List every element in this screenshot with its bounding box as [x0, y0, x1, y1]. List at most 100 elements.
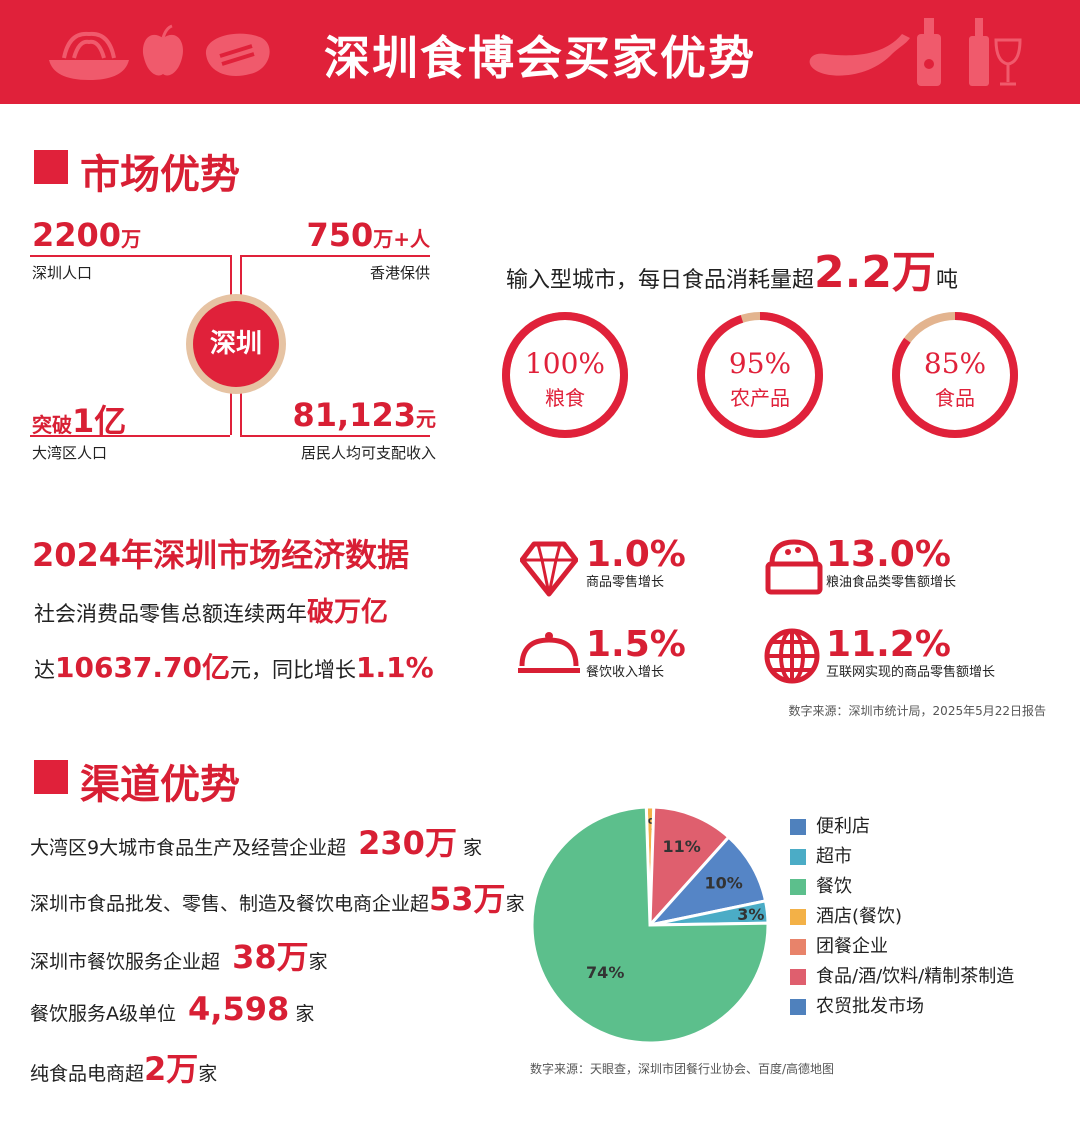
legend-label: 农贸批发市场 — [816, 996, 924, 1017]
cloche-icon — [518, 632, 580, 673]
divider — [240, 255, 430, 257]
channel-row-value: 230万 — [358, 824, 457, 862]
economy-line1-text: 社会消费品零售总额连续两年 — [34, 602, 307, 626]
economy-line2-pre: 达 — [34, 658, 55, 682]
section-title-channel: 渠道优势 — [80, 762, 240, 808]
retail-growth-value: 1.1% — [356, 651, 434, 684]
pie-slice — [530, 805, 770, 1045]
retail-total-value: 10637.70亿 — [55, 651, 231, 684]
divider — [240, 255, 242, 305]
legend-swatch — [790, 909, 806, 925]
stat-grain-growth: 13.0% 粮油食品类零售额增长 — [826, 534, 956, 590]
legend-item: 餐饮 — [790, 872, 1014, 902]
legend-item: 团餐企业 — [790, 932, 1014, 962]
divider — [230, 385, 232, 435]
import-text: 输入型城市，每日食品消耗量超 — [506, 268, 815, 293]
channel-row-value: 4,598 — [188, 990, 290, 1028]
ring-label: 食品 — [935, 386, 975, 410]
channel-row: 深圳市食品批发、零售、制造及餐饮电商企业超53万家 — [30, 874, 525, 920]
legend-label: 团餐企业 — [816, 936, 888, 957]
bay-label: 大湾区人口 — [32, 444, 108, 462]
ring-progress — [892, 312, 1018, 438]
divider — [240, 435, 430, 437]
channel-row: 餐饮服务A级单位 4,598 家 — [30, 990, 314, 1028]
stat-retail-growth: 1.0% 商品零售增长 — [586, 534, 686, 590]
section-title-market: 市场优势 — [80, 152, 240, 198]
stat-online-growth: 11.2% 互联网实现的商品零售额增长 — [826, 624, 995, 680]
legend-swatch — [790, 819, 806, 835]
import-value: 2.2万 — [814, 247, 936, 298]
wine-icon — [969, 18, 1022, 86]
legend-label: 便利店 — [816, 816, 870, 837]
stat-population: 2200万 — [32, 216, 141, 254]
economy-source: 数字来源：深圳市统计局，2025年5月22日报告 — [788, 704, 1046, 718]
income-label: 居民人均可支配收入 — [300, 444, 436, 462]
page-title: 深圳食博会买家优势 — [324, 31, 756, 85]
channel-row-value: 2万 — [144, 1050, 199, 1088]
channel-row-unit: 家 — [308, 951, 328, 973]
legend-label: 食品/酒/饮料/精制茶制造 — [816, 966, 1015, 987]
channel-row: 大湾区9大城市食品生产及经营企业超 230万 家 — [30, 818, 482, 864]
channel-row-text: 餐饮服务A级单位 — [30, 1003, 176, 1025]
import-city-text: 输入型城市，每日食品消耗量超2.2万吨 — [506, 236, 958, 300]
hk-label: 香港保供 — [369, 264, 430, 282]
ring-2: 85% 食品 — [892, 312, 1018, 438]
stat-label: 餐饮收入增长 — [586, 665, 665, 680]
channel-row-value: 38万 — [232, 938, 309, 976]
stat-income: 81,123元 — [230, 396, 436, 434]
globe-icon — [764, 628, 820, 684]
channel-source: 数字来源：天眼查，深圳市团餐行业协会、百度/高德地图 — [530, 1062, 835, 1076]
hk-value: 750 — [306, 216, 374, 254]
population-unit: 万 — [121, 227, 142, 251]
stat-label: 互联网实现的商品零售额增长 — [826, 665, 996, 680]
income-value: 81,123 — [292, 396, 416, 434]
stat-label: 粮油食品类零售额增长 — [826, 575, 957, 590]
food-basket-icon — [765, 539, 823, 595]
pie-data-label: 74% — [586, 963, 624, 982]
legend-swatch — [790, 999, 806, 1015]
economy-line-2: 达10637.70亿元，同比增长1.1% — [34, 646, 434, 686]
bay-value: 1亿 — [72, 402, 127, 440]
ring-percent: 95% — [729, 347, 791, 380]
legend-label: 餐饮 — [816, 876, 852, 897]
ring-progress — [502, 312, 628, 438]
stat-value: 11.2% — [826, 624, 951, 665]
pie-data-label: 11% — [662, 837, 700, 856]
legend-item: 超市 — [790, 842, 1014, 872]
divider — [240, 385, 242, 435]
pie-legend: 便利店超市餐饮酒店(餐饮) 团餐企业食品/酒/饮料/精制茶制造 农贸批发市场 — [790, 812, 1014, 1022]
divider — [230, 255, 232, 305]
channel-row-text: 纯食品电商超 — [30, 1063, 145, 1085]
legend-swatch — [790, 849, 806, 865]
ring-label: 农产品 — [730, 386, 790, 410]
steak-icon — [205, 33, 270, 76]
divider — [30, 435, 230, 437]
stat-catering-growth: 1.5% 餐饮收入增长 — [586, 624, 686, 680]
bottle-icon — [917, 18, 941, 86]
pie-data-label: 10% — [704, 874, 742, 893]
channel-row-value: 53万 — [429, 880, 506, 918]
channel-row: 纯食品电商超2万家 — [30, 1044, 217, 1090]
pie-slice — [648, 805, 731, 930]
economy-line-1: 社会消费品零售总额连续两年破万亿 — [34, 590, 388, 629]
legend-item: 食品/酒/饮料/精制茶制造 — [790, 962, 1014, 992]
import-unit: 吨 — [935, 268, 958, 293]
legend-swatch — [790, 969, 806, 985]
bay-prefix: 突破 — [32, 413, 72, 437]
legend-item: 农贸批发市场 — [790, 992, 1014, 1022]
economy-title: 2024年深圳市场经济数据 — [32, 536, 410, 574]
economy-line1-highlight: 破万亿 — [307, 597, 388, 628]
stat-value: 13.0% — [826, 534, 951, 575]
channel-row-text: 深圳市食品批发、零售、制造及餐饮电商企业超 — [30, 893, 430, 915]
legend-label: 超市 — [816, 846, 852, 867]
hk-unit: 万+人 — [373, 227, 430, 251]
channel-row-unit: 家 — [295, 1003, 315, 1025]
economy-line2-mid: 元，同比增长 — [230, 658, 357, 682]
legend-label: 酒店(餐饮) — [816, 906, 903, 927]
center-city-label: 深圳 — [193, 301, 279, 387]
legend-swatch — [790, 879, 806, 895]
section-marker — [34, 760, 68, 794]
ring-percent: 100% — [525, 347, 605, 380]
stat-hk-supply: 750万+人 — [230, 216, 430, 254]
population-value: 2200 — [32, 216, 122, 254]
